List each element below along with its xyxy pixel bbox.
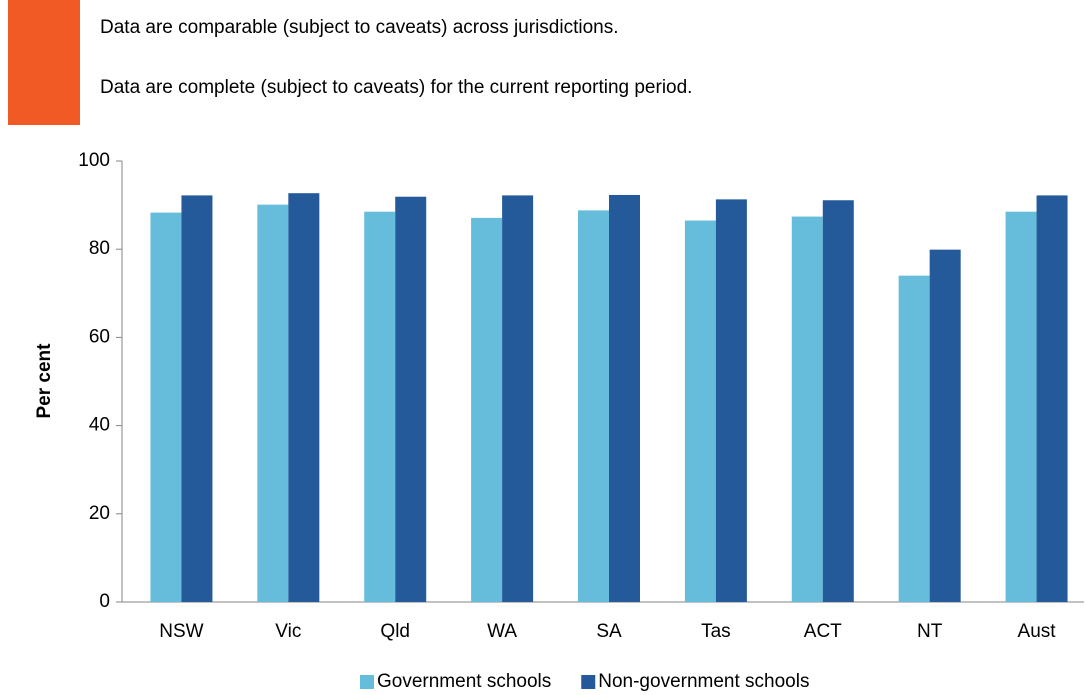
y-tick-label: 20	[89, 503, 110, 524]
y-tick-label: 100	[78, 150, 110, 171]
y-tick-label: 40	[89, 415, 110, 436]
bar	[1005, 211, 1037, 602]
bar	[288, 193, 320, 602]
x-tick-label: Qld	[380, 621, 410, 642]
legend-label: Government schools	[377, 671, 551, 692]
bar	[181, 195, 213, 602]
x-tick-label: Tas	[701, 621, 731, 642]
bar	[1036, 195, 1068, 602]
bar	[471, 217, 503, 602]
legend-swatch	[581, 675, 596, 689]
x-tick-label: Vic	[275, 621, 301, 642]
x-tick-label: NT	[917, 621, 943, 642]
x-tick-label: SA	[596, 621, 622, 642]
y-tick-label: 0	[99, 591, 110, 612]
note: Data are comparable (subject to caveats)…	[100, 17, 619, 38]
bar	[150, 212, 182, 603]
legend-label: Non-government schools	[598, 671, 809, 692]
bar	[609, 194, 640, 602]
legend-swatch	[360, 675, 374, 689]
y-tick-label: 60	[89, 326, 110, 347]
y-axis-label: Per cent	[34, 343, 55, 419]
bar	[929, 249, 961, 603]
bar	[502, 195, 534, 602]
bar	[822, 200, 854, 602]
bar	[715, 199, 747, 602]
bar	[684, 220, 716, 602]
bar	[364, 211, 396, 602]
x-tick-label: NSW	[159, 621, 203, 642]
orange-marker	[8, 0, 80, 125]
y-tick-label: 80	[89, 238, 110, 259]
bar	[791, 216, 823, 603]
note: Data are complete (subject to caveats) f…	[100, 77, 692, 98]
bar	[898, 275, 930, 602]
bar	[257, 204, 289, 602]
bar	[395, 196, 427, 602]
x-tick-label: ACT	[804, 621, 842, 642]
bar	[578, 210, 609, 602]
x-tick-label: WA	[487, 621, 517, 642]
x-tick-label: Aust	[1018, 621, 1057, 642]
